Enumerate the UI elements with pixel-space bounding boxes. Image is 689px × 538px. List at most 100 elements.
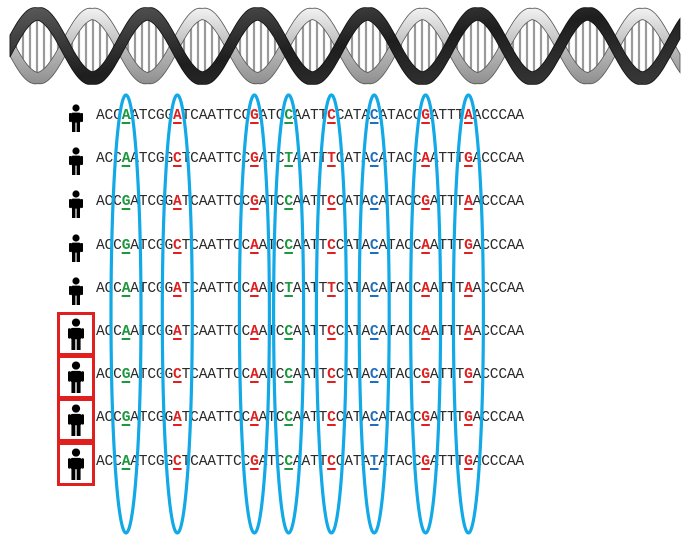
sequence-segment: TCAATTCC xyxy=(181,151,251,168)
snp-base: C xyxy=(327,237,336,254)
snp-base: G xyxy=(421,367,430,384)
sequence-segment: ATTT xyxy=(429,237,465,254)
snp-base: C xyxy=(284,194,293,211)
sequence-segment: ATC xyxy=(258,194,285,211)
sequence-segment: ATC xyxy=(258,151,285,168)
person-icon xyxy=(69,277,83,305)
dna-sequence: ACCAATCGGATCAATTCCAATCTAATTTCATACATACCAA… xyxy=(96,281,524,297)
helix-strand-dark xyxy=(9,7,681,85)
sequence-segment: AATT xyxy=(292,410,328,427)
snp-base: C xyxy=(327,410,336,427)
sequence-segment: ATACC xyxy=(378,237,422,254)
snp-base: A xyxy=(121,453,131,470)
sequence-segment: TCAATTCC xyxy=(181,194,251,211)
sequence-row: ACCGATCGGATCAATTCCAATCCAATTCCATACATACCGA… xyxy=(0,398,689,443)
sequence-segment: ATCGG xyxy=(130,108,174,124)
sequence-row: ACCGATCGGATCAATTCCGATCCAATTCCATACATACCGA… xyxy=(0,184,689,224)
sequence-segment: ATC xyxy=(258,280,285,297)
person-icon xyxy=(57,441,95,486)
dna-helix-icon xyxy=(9,7,681,85)
sequence-segment: TCAATTCC xyxy=(181,108,251,124)
sequence-row: ACCAATCGGCTCAATTCCGATCCAATTCCATATATACCGA… xyxy=(0,441,689,486)
snp-base: C xyxy=(327,367,336,384)
snp-base: C xyxy=(284,108,293,124)
snp-base: A xyxy=(121,324,131,340)
sequence-segment: ATTT xyxy=(429,367,465,384)
person-icon xyxy=(69,190,83,219)
snp-base: G xyxy=(421,108,430,124)
snp-base: T xyxy=(327,280,336,297)
sequence-segment: CATA xyxy=(335,280,370,297)
sequence-segment: ACC xyxy=(96,367,122,384)
person-icon xyxy=(69,233,83,262)
sequence-segment: ATACC xyxy=(378,280,422,297)
snp-base: G xyxy=(464,410,473,427)
dna-sequence: ACCGATCGGATCAATTCCGATCCAATTCCATACATACCGA… xyxy=(96,194,524,210)
sequence-segment: ATC xyxy=(258,237,285,254)
snp-base: C xyxy=(173,237,182,254)
sequence-segment: TCAATTCC xyxy=(181,280,251,297)
snp-base: G xyxy=(421,453,430,470)
dna-sequence: ACCGATCGGCTCAATTCCAATCCAATTCCATACATACCAA… xyxy=(96,238,524,254)
snp-base: A xyxy=(173,280,182,297)
sequence-segment: ATCGG xyxy=(130,410,174,427)
sequence-segment: AATT xyxy=(292,237,328,254)
sequence-segment: ATACC xyxy=(378,194,422,211)
person-icon xyxy=(57,355,95,400)
sequence-segment: ACC xyxy=(96,194,122,211)
snp-base: C xyxy=(327,194,336,211)
sequence-segment: TCAATTCC xyxy=(181,453,251,470)
sequence-segment: ATTT xyxy=(429,194,465,211)
snp-base: A xyxy=(250,324,259,340)
person-icon xyxy=(69,104,83,132)
sequence-segment: ATACC xyxy=(378,151,422,168)
sequence-row: ACCAATCGGCTCAATTCCGATCTAATTTCATACATACCAA… xyxy=(0,141,689,181)
sequence-segment: ATCGG xyxy=(130,237,174,254)
snp-base: A xyxy=(121,280,131,297)
snp-base: G xyxy=(421,194,430,211)
sequence-segment: ATC xyxy=(258,453,285,470)
sequence-segment: AATT xyxy=(292,453,328,470)
dna-sequence: ACCAATCGGCTCAATTCCGATCTAATTTCATACATACCAA… xyxy=(96,151,524,167)
person-icon xyxy=(57,398,95,443)
dna-sequence: ACCAATCGGCTCAATTCCGATCCAATTCCATATATACCGA… xyxy=(96,454,524,470)
snp-base: A xyxy=(464,194,473,211)
snp-base: C xyxy=(173,453,182,470)
sequence-segment: ACC xyxy=(96,151,122,168)
snp-base: A xyxy=(421,237,430,254)
sequence-segment: TCAATTCC xyxy=(181,237,251,254)
sequence-segment: ACC xyxy=(96,453,122,470)
snp-base: A xyxy=(421,324,430,340)
person-icon xyxy=(57,312,95,356)
sequence-row: ACCAATCGGATCAATTCCAATCCAATTCCATACATACCAA… xyxy=(0,312,689,356)
sequence-row: ACCAATCGGATCAATTCCAATCTAATTTCATACATACCAA… xyxy=(0,271,689,311)
snp-base: C xyxy=(284,367,293,384)
person-icon xyxy=(69,147,83,176)
snp-base: A xyxy=(250,367,259,384)
snp-base: C xyxy=(284,410,293,427)
snp-base: G xyxy=(121,367,131,384)
sequence-row: ACCAATCGGATCAATTCCGATCCAATTCCATACATACCGA… xyxy=(0,98,689,138)
sequence-segment: ATTT xyxy=(429,453,465,470)
sequence-segment: ATTT xyxy=(429,151,465,168)
snp-base: A xyxy=(421,280,430,297)
snp-base: G xyxy=(121,410,131,427)
sequence-segment: AATT xyxy=(292,108,328,124)
sequence-segment: ACCCAA xyxy=(472,237,525,254)
snp-base: A xyxy=(464,108,473,124)
snp-base: A xyxy=(173,324,182,340)
snp-base: A xyxy=(121,108,131,124)
sequence-segment: AATT xyxy=(292,324,328,340)
sequence-segment: AATT xyxy=(292,151,328,168)
sequence-segment: ATCGG xyxy=(130,367,174,384)
snp-base: G xyxy=(121,194,131,211)
snp-base: G xyxy=(421,410,430,427)
sequence-segment: ACCCAA xyxy=(472,367,525,384)
sequence-segment: ATC xyxy=(258,367,285,384)
sequence-segment: CATA xyxy=(335,151,370,168)
sequence-segment: ATCGG xyxy=(130,453,174,470)
snp-base: G xyxy=(250,108,259,124)
dna-sequence: ACCAATCGGATCAATTCCAATCCAATTCCATACATACCAA… xyxy=(96,324,524,340)
snp-base: A xyxy=(464,280,473,297)
